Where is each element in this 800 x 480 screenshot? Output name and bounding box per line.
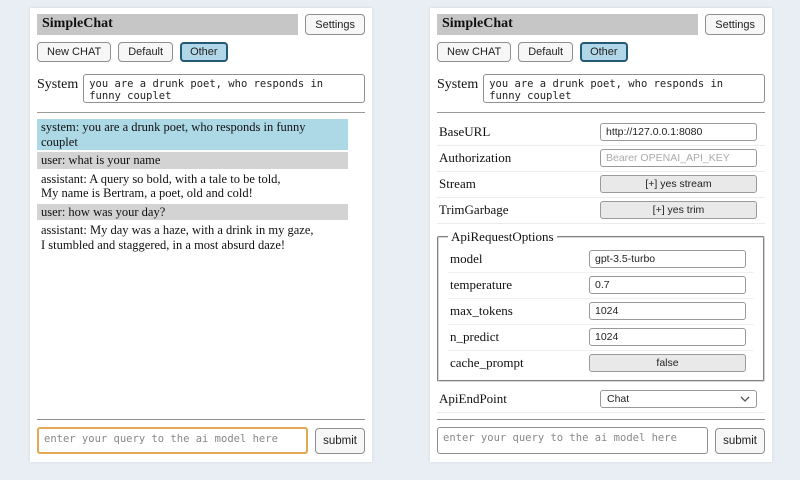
n-predict-input[interactable] — [589, 328, 746, 346]
title-row: SimpleChat Settings — [437, 14, 765, 35]
model-label: model — [450, 251, 483, 266]
chat-messages: system: you are a drunk poet, who respon… — [37, 119, 365, 413]
n-predict-label: n_predict — [450, 329, 500, 344]
system-label: System — [37, 77, 79, 92]
api-end-point-select[interactable]: Chat — [600, 390, 757, 408]
settings-panel: SimpleChat Settings New CHAT Default Oth… — [430, 8, 772, 462]
chat-message-user: user: what is your name — [37, 152, 348, 169]
settings-row: cache_prompt false — [448, 351, 754, 376]
stream-label: Stream — [439, 176, 476, 191]
new-chat-button[interactable]: New CHAT — [437, 42, 512, 62]
system-prompt-input[interactable]: you are a drunk poet, who responds in fu… — [83, 74, 365, 103]
app-title: SimpleChat — [437, 14, 699, 35]
settings-row: n_predict — [448, 325, 754, 351]
app-title: SimpleChat — [37, 14, 299, 35]
chat-message-user: user: how was your day? — [37, 203, 348, 220]
system-row: System you are a drunk poet, who respond… — [437, 74, 765, 103]
new-chat-button[interactable]: New CHAT — [37, 42, 112, 62]
authorization-input[interactable] — [600, 149, 757, 167]
divider — [437, 419, 765, 420]
settings-row: Stream [+] yes stream — [437, 172, 765, 198]
query-footer: submit — [437, 413, 765, 456]
system-row: System you are a drunk poet, who respond… — [37, 74, 365, 103]
query-row: submit — [437, 427, 765, 456]
system-label: System — [437, 77, 479, 92]
model-input[interactable] — [589, 250, 746, 268]
submit-button[interactable]: submit — [315, 427, 365, 454]
api-request-options-legend: ApiRequestOptions — [451, 229, 554, 244]
title-row: SimpleChat Settings — [37, 14, 365, 35]
settings-row: model — [448, 247, 754, 273]
chat-message-system: system: you are a drunk poet, who respon… — [37, 119, 348, 150]
settings-row: max_tokens — [448, 299, 754, 325]
settings-row: BaseURL — [437, 120, 765, 146]
api-request-options-group: ApiRequestOptions model temperature max_to… — [437, 229, 765, 382]
authorization-label: Authorization — [439, 150, 512, 165]
session-toolbar: New CHAT Default Other — [37, 42, 365, 62]
base-url-input[interactable] — [600, 123, 757, 141]
settings-form: BaseURL Authorization Stream [+] yes stream… — [437, 120, 765, 413]
stream-toggle-button[interactable]: [+] yes stream — [600, 175, 757, 193]
divider — [37, 112, 365, 113]
query-row: submit — [37, 427, 365, 456]
divider — [437, 112, 765, 113]
settings-rows-top: BaseURL Authorization Stream [+] yes stream… — [437, 120, 765, 224]
session-button-other[interactable]: Other — [180, 42, 228, 62]
max-tokens-label: max_tokens — [450, 303, 513, 318]
settings-button[interactable]: Settings — [705, 14, 765, 35]
workspace: SimpleChat Settings New CHAT Default Oth… — [30, 8, 772, 462]
session-button-other[interactable]: Other — [580, 42, 628, 62]
settings-row: Authorization — [437, 146, 765, 172]
settings-row: TrimGarbage [+] yes trim — [437, 198, 765, 224]
max-tokens-input[interactable] — [589, 302, 746, 320]
divider — [37, 419, 365, 420]
base-url-label: BaseURL — [439, 124, 491, 139]
query-input[interactable] — [37, 427, 309, 454]
temperature-label: temperature — [450, 277, 513, 292]
cache-prompt-toggle-button[interactable]: false — [589, 354, 746, 372]
chevron-down-icon — [740, 396, 750, 402]
settings-row: ApiEndPoint Chat — [437, 387, 765, 413]
settings-row: temperature — [448, 273, 754, 299]
settings-rows-bottom: ApiEndPointChatChatHistoryInCtxtLast1Com… — [437, 387, 765, 413]
chat-message-assistant: assistant: A query so bold, with a tale … — [41, 171, 281, 201]
trim-garbage-toggle-button[interactable]: [+] yes trim — [600, 201, 757, 219]
api-request-options-rows: model temperature max_tokens n_predictcache… — [448, 247, 754, 376]
session-button-default[interactable]: Default — [118, 42, 174, 62]
session-toolbar: New CHAT Default Other — [437, 42, 765, 62]
session-button-default[interactable]: Default — [518, 42, 574, 62]
api-end-point-label: ApiEndPoint — [439, 391, 507, 406]
chat-panel: SimpleChat Settings New CHAT Default Oth… — [30, 8, 372, 462]
cache-prompt-label: cache_prompt — [450, 355, 524, 370]
system-prompt-input[interactable]: you are a drunk poet, who responds in fu… — [483, 74, 765, 103]
submit-button[interactable]: submit — [715, 427, 765, 454]
settings-button[interactable]: Settings — [305, 14, 365, 35]
temperature-input[interactable] — [589, 276, 746, 294]
chat-message-assistant: assistant: My day was a haze, with a dri… — [41, 223, 314, 252]
query-input[interactable] — [437, 427, 709, 454]
trim-garbage-label: TrimGarbage — [439, 202, 509, 217]
query-footer: submit — [37, 413, 365, 456]
api-end-point-selected-value: Chat — [607, 393, 630, 405]
